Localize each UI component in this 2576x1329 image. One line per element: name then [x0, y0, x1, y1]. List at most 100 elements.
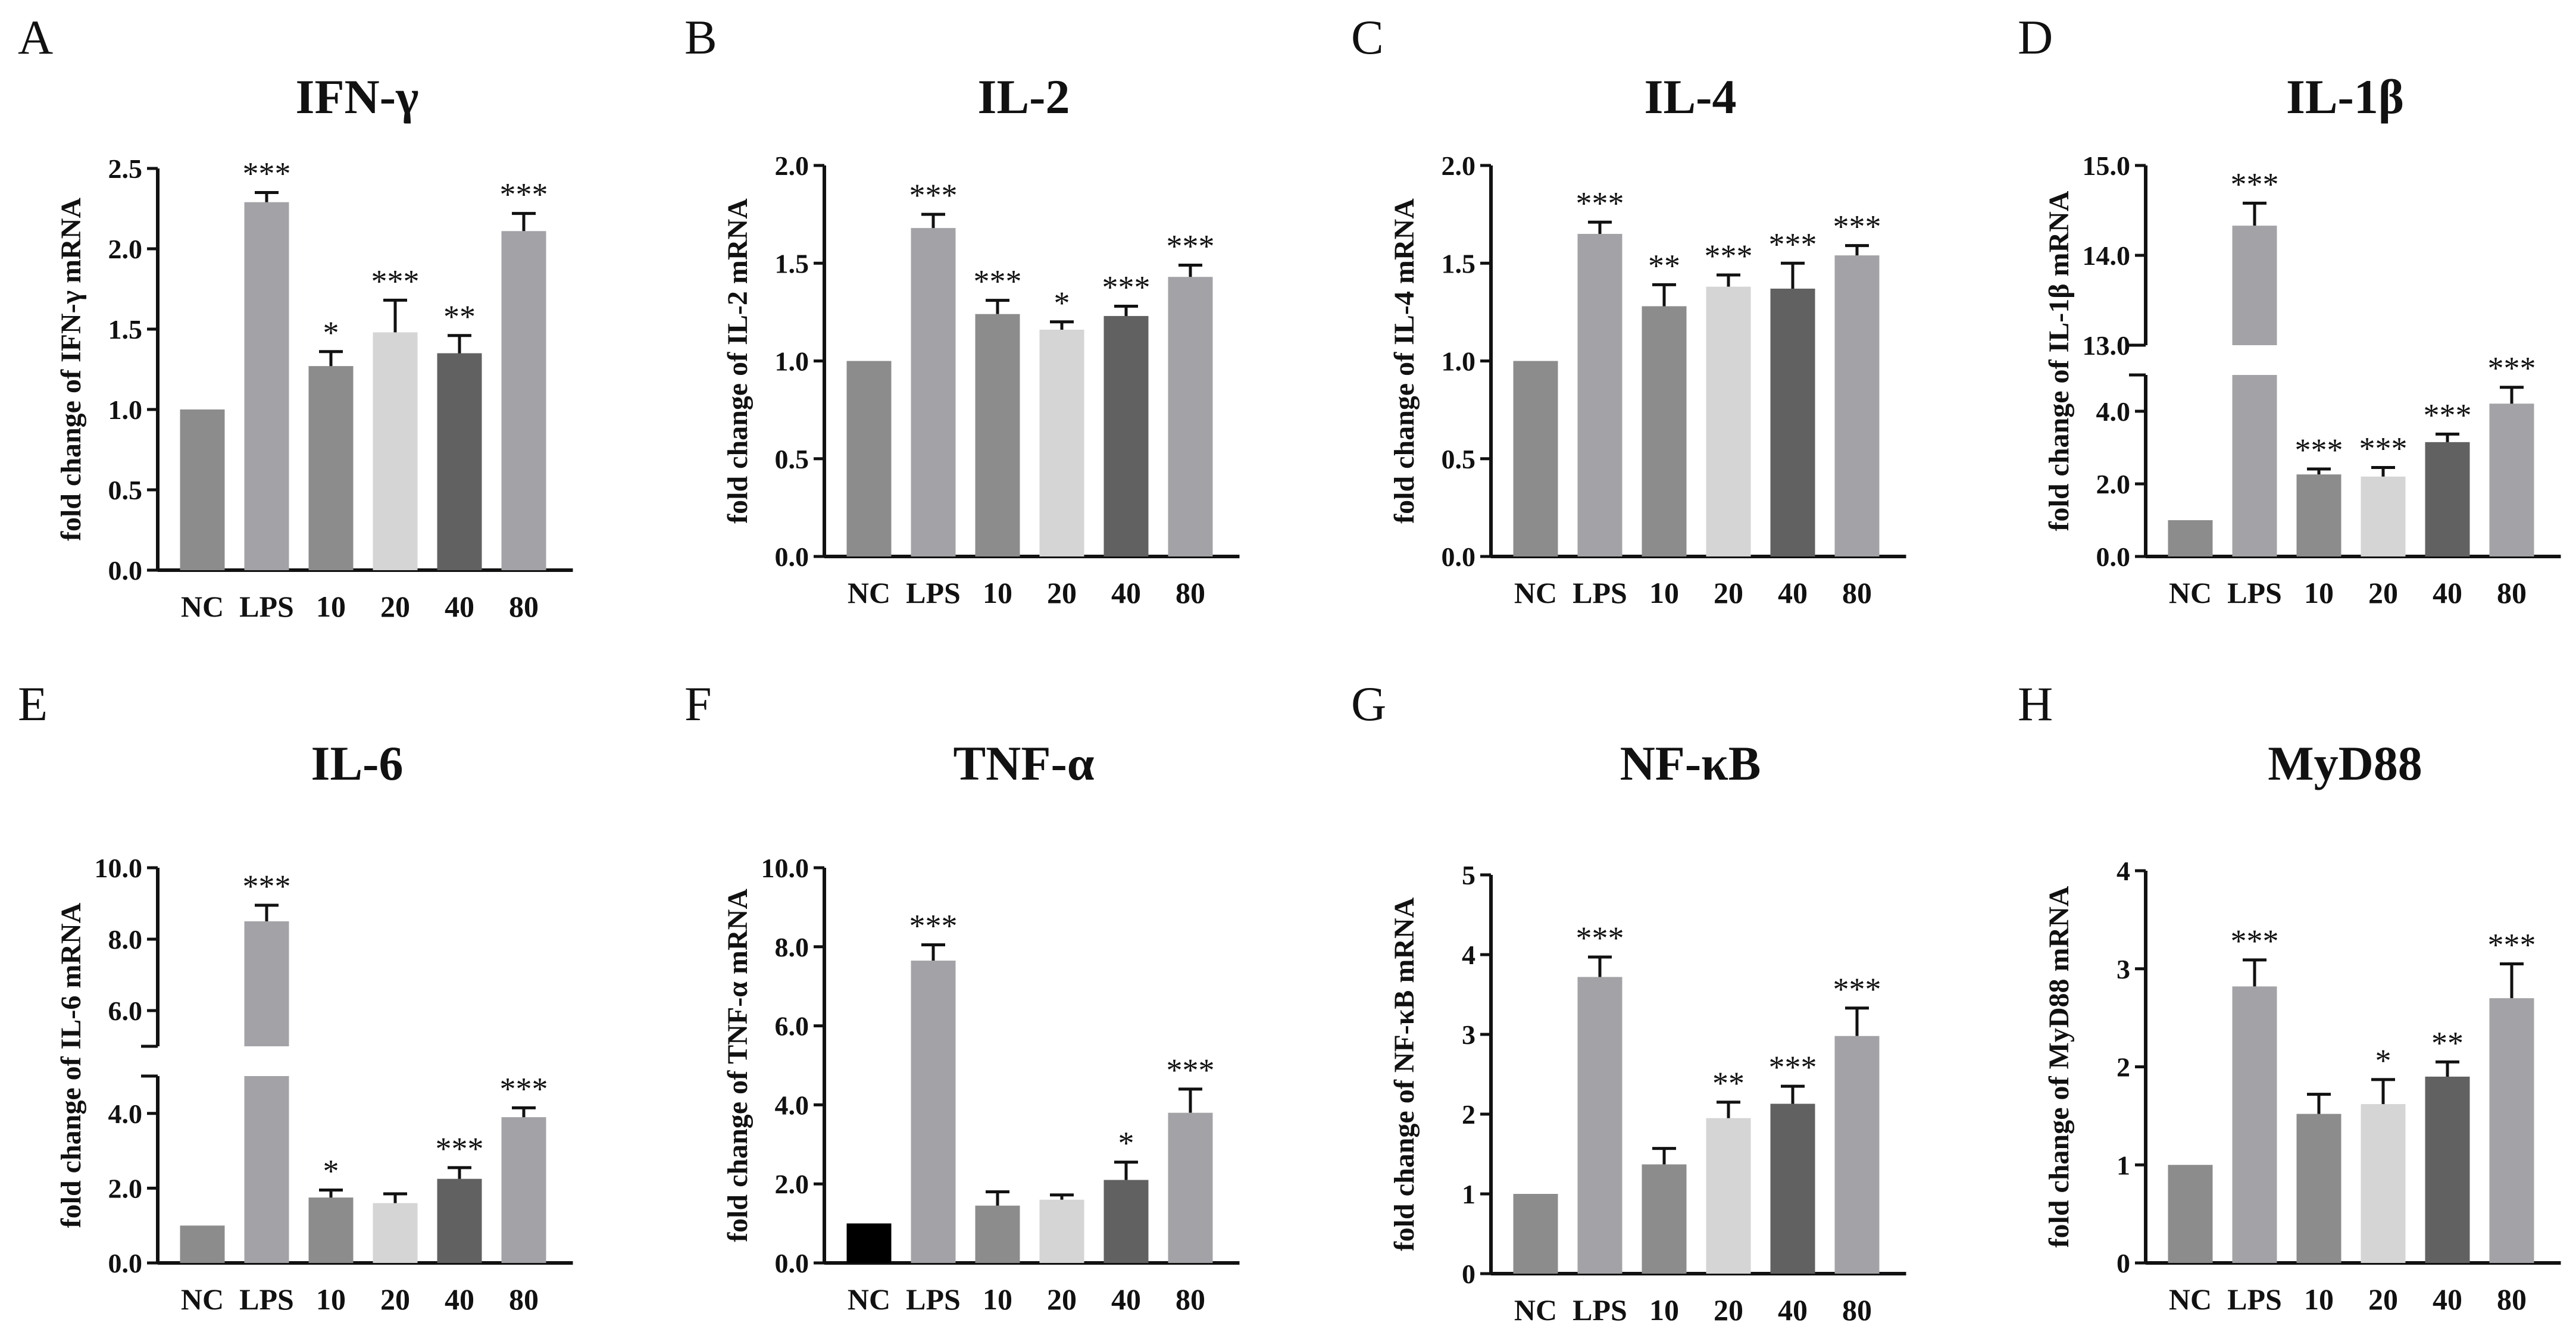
error-bar-40 — [448, 1166, 471, 1179]
category-label-10: 10 — [316, 1283, 346, 1316]
category-label-NC: NC — [848, 576, 890, 609]
bar-20 — [373, 332, 418, 570]
y-tick-label: 1.5 — [1442, 248, 1476, 279]
y-lower-tick-label: 2.0 — [108, 1173, 143, 1203]
category-label-80: 80 — [1176, 576, 1205, 609]
panel-G: G NF-κB fold change of NF-κB mRNA 0 1 2 3 4 5 NC *… — [1351, 677, 1906, 1327]
significance-10: * — [323, 1153, 339, 1189]
significance-LPS: *** — [1576, 920, 1624, 956]
significance-LPS: *** — [909, 177, 958, 213]
y-upper-tick-label: 8.0 — [108, 924, 143, 955]
bar-NC — [1513, 1194, 1558, 1274]
bar-40 — [2425, 442, 2470, 556]
y-axis-label: fold change of MyD88 mRNA — [2043, 886, 2075, 1247]
error-bar-40 — [1781, 261, 1805, 289]
y-tick-label: 2.5 — [108, 154, 143, 184]
bar-80 — [1834, 255, 1880, 556]
y-tick-label: 2 — [2117, 1052, 2130, 1083]
significance-20: *** — [371, 263, 420, 299]
error-bar-80 — [512, 212, 536, 232]
significance-40: *** — [1769, 1049, 1817, 1085]
category-label-LPS: LPS — [1573, 1293, 1627, 1327]
category-label-40: 40 — [2433, 1283, 2462, 1316]
bar-40 — [1103, 315, 1149, 556]
category-label-LPS: LPS — [1573, 576, 1627, 609]
bar-80 — [1168, 1112, 1213, 1263]
y-tick-label: 0.5 — [1442, 444, 1476, 474]
bar-LPS — [244, 202, 289, 570]
bar-20 — [1039, 1199, 1084, 1263]
category-label-NC: NC — [1514, 576, 1557, 609]
y-lower-tick-label: 4.0 — [2096, 396, 2131, 427]
category-label-80: 80 — [2497, 1283, 2527, 1316]
significance-10: *** — [2295, 432, 2343, 468]
panel-D: D IL-1β fold change of IL-1β mRNA 0.0 2.0 4.0… — [2018, 10, 2561, 609]
significance-10: * — [323, 315, 339, 351]
y-lower-tick-label: 2.0 — [2096, 469, 2131, 499]
significance-20: *** — [2359, 431, 2408, 467]
panel-F: F TNF-α fold change of TNF-α mRNA 0.0 2.0 4.0… — [684, 677, 1240, 1316]
significance-LPS: *** — [1576, 185, 1624, 221]
y-tick-label: 1.5 — [108, 314, 143, 345]
significance-20: ** — [1712, 1065, 1745, 1101]
category-label-LPS: LPS — [906, 576, 961, 609]
panel-letter: F — [684, 677, 712, 731]
bar-LPS — [2232, 375, 2277, 556]
category-label-10: 10 — [1649, 576, 1679, 609]
significance-80: *** — [2488, 351, 2536, 386]
chart-title: IL-4 — [1645, 70, 1737, 124]
chart-title: IL-2 — [978, 70, 1070, 124]
y-tick-label: 2.0 — [775, 1169, 809, 1199]
category-label-20: 20 — [1714, 1293, 1743, 1327]
bar-10 — [2296, 1114, 2341, 1263]
y-axis-label: fold change of TNF-α mRNA — [722, 889, 754, 1242]
category-label-10: 10 — [2304, 576, 2334, 609]
category-label-20: 20 — [2368, 576, 2398, 609]
category-label-LPS: LPS — [239, 590, 294, 623]
y-tick-label: 0.5 — [775, 444, 809, 474]
category-label-NC: NC — [181, 1283, 224, 1316]
y-lower-tick-label: 0.0 — [2096, 542, 2131, 572]
bar-LPS — [2232, 986, 2277, 1263]
category-label-NC: NC — [181, 590, 224, 623]
y-upper-tick-label: 15.0 — [2083, 151, 2131, 181]
error-bar-40 — [2436, 432, 2459, 442]
y-tick-label: 10.0 — [761, 853, 809, 883]
significance-80: *** — [1167, 1052, 1215, 1088]
significance-40: *** — [2424, 397, 2472, 433]
y-tick-label: 0 — [1462, 1259, 1475, 1289]
panel-letter: C — [1351, 10, 1384, 64]
category-label-40: 40 — [1778, 576, 1808, 609]
y-upper-tick-label: 14.0 — [2083, 240, 2131, 271]
bar-80 — [1834, 1036, 1880, 1274]
significance-80: *** — [1833, 971, 1881, 1007]
category-label-NC: NC — [2169, 576, 2212, 609]
error-bar-10 — [1652, 1147, 1676, 1165]
bar-40 — [2425, 1076, 2470, 1263]
significance-20: * — [2375, 1043, 2391, 1078]
category-label-NC: NC — [848, 1283, 890, 1316]
error-bar-40 — [1114, 1161, 1138, 1180]
category-label-LPS: LPS — [2227, 576, 2282, 609]
category-label-40: 40 — [1111, 576, 1141, 609]
bar-40 — [437, 353, 482, 570]
error-bar-10 — [986, 299, 1009, 314]
category-label-10: 10 — [983, 1283, 1012, 1316]
bar-80 — [501, 1117, 546, 1263]
y-tick-label: 2.0 — [1442, 151, 1476, 181]
significance-40: ** — [443, 299, 476, 334]
bar-40 — [1770, 1103, 1815, 1274]
panel-A: A IFN-γ fold change of IFN-γ mRNA 0.0 0.5 1.0… — [18, 10, 573, 623]
y-tick-label: 0.0 — [108, 555, 143, 586]
category-label-40: 40 — [445, 1283, 474, 1316]
bar-80 — [2489, 404, 2534, 556]
category-label-10: 10 — [983, 576, 1012, 609]
panel-letter: D — [2018, 10, 2053, 64]
y-tick-label: 0 — [2117, 1248, 2130, 1278]
error-bar-20 — [1050, 320, 1074, 330]
significance-80: *** — [500, 177, 548, 212]
category-label-10: 10 — [2304, 1283, 2334, 1316]
panel-C: C IL-4 fold change of IL-4 mRNA 0.0 0.5 1.0 1.… — [1351, 10, 1906, 609]
significance-40: ** — [2431, 1025, 2464, 1061]
